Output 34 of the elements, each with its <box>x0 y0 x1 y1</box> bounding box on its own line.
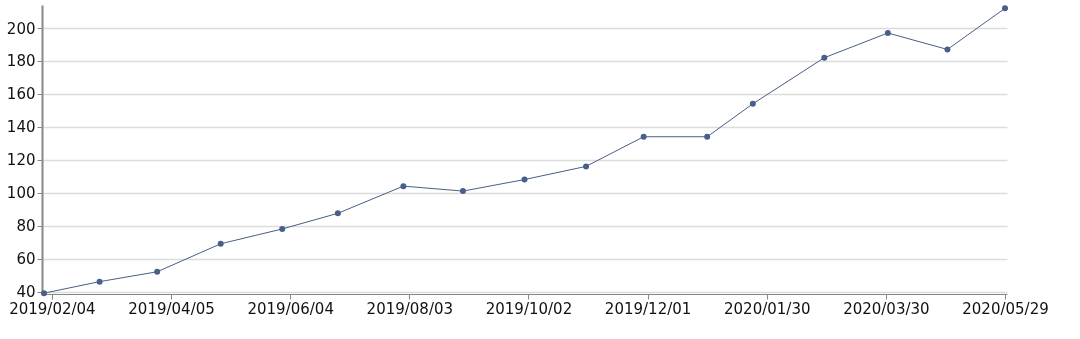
x-tick-label: 2020/01/30 <box>724 299 811 318</box>
point <box>944 46 951 53</box>
y-tick-label: 60 <box>16 250 36 269</box>
x-tick-label: 2019/02/04 <box>9 299 96 318</box>
y-tick-label: 120 <box>6 151 36 170</box>
point <box>640 133 647 140</box>
x-tick-label: 2019/06/04 <box>247 299 334 318</box>
point <box>279 225 286 232</box>
y-tick-label: 140 <box>6 118 36 137</box>
point <box>400 183 407 190</box>
y-tick-label: 80 <box>16 217 36 236</box>
x-tick-label: 2020/03/30 <box>843 299 930 318</box>
point <box>96 278 103 285</box>
x-tick-label: 2019/12/01 <box>604 299 692 318</box>
x-tick-label: 2019/10/02 <box>485 299 573 318</box>
y-tick-label: 160 <box>6 85 36 104</box>
y-tick-label: 40 <box>16 283 36 302</box>
x-tick-label: 2019/04/05 <box>128 299 215 318</box>
y-tick-label: 100 <box>6 184 36 203</box>
point <box>1002 5 1009 12</box>
point <box>704 133 711 140</box>
x-tick-label: 2019/08/03 <box>366 299 454 318</box>
point <box>217 240 224 247</box>
point <box>583 163 590 170</box>
point <box>884 30 891 36</box>
point <box>459 188 466 195</box>
x-tick-label: 2020/05/29 <box>962 299 1049 318</box>
point <box>749 100 756 107</box>
point <box>334 210 341 217</box>
point <box>821 54 828 61</box>
point <box>154 268 161 275</box>
y-tick-label: 180 <box>6 52 36 71</box>
y-tick-label: 200 <box>6 19 36 38</box>
point <box>521 176 528 183</box>
